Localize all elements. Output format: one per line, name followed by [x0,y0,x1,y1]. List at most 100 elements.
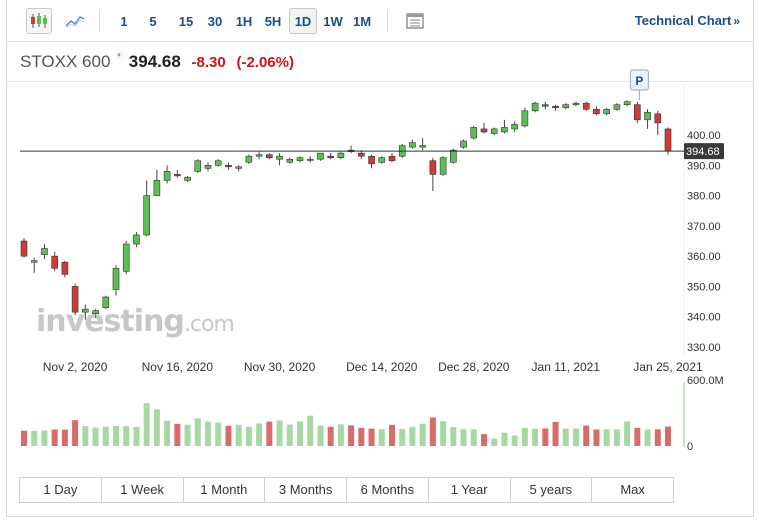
volume-bar [123,426,130,446]
candle-body [337,152,345,159]
interval-1h[interactable]: 1H [235,14,253,29]
volume-bar [153,409,160,446]
logo-brand: investing [36,304,185,339]
interval-5m[interactable]: 5 [149,14,157,29]
interval-15m[interactable]: 15 [178,14,194,29]
volume-bar [542,428,549,446]
volume-bar [256,423,263,446]
candle-body [71,286,79,313]
double-chevron-right-icon: » [733,14,740,28]
candle-body [255,154,263,157]
volume-bar [654,429,661,446]
logo-domain: .com [183,312,235,337]
y-tick-label: 390.00 [687,160,721,172]
volume-bar [481,434,487,446]
header-divider [6,81,754,82]
chart-axes: 330.00 340.00 350.00 360.00 370.00 380.00 390.… [43,130,724,453]
range-1-year[interactable]: 1 Year [429,478,511,502]
candle-body [501,127,508,133]
candle-body [664,128,672,152]
candle-body [521,110,529,127]
range-1-month[interactable]: 1 Month [184,478,266,502]
candle-body [490,128,498,134]
candle-body [358,152,365,157]
line-chart-icon[interactable] [62,8,88,34]
candle-body [286,158,294,163]
candle-body [327,155,334,159]
volume-bar [337,424,344,446]
x-tick-label: Nov 2, 2020 [43,360,108,374]
volume-bar [460,429,467,446]
p-marker-label: P [635,74,643,88]
volume-bar [511,435,518,446]
y-tick-label: 400.00 [687,130,721,142]
range-max[interactable]: Max [620,482,645,497]
volume-bar [644,429,651,446]
volume-bar [164,420,171,446]
candle-body [276,155,283,160]
volume-bar [593,429,600,446]
volume-bar [245,426,252,446]
range-5-years[interactable]: 5 years [511,478,593,502]
candle-body [163,171,171,181]
volume-bar [31,430,38,446]
range-6-months[interactable]: 6 Months [347,478,429,502]
candle-body [82,308,89,313]
interval-1m[interactable]: 1 [120,14,128,29]
volume-bar [143,403,150,446]
volume-tick-label: 0 [687,441,693,453]
chart-widget [6,0,754,517]
candle-body [245,155,253,163]
x-tick-label: Jan 25, 2021 [633,360,703,374]
range-1-week[interactable]: 1 Week [102,478,184,502]
last-price: 394.68 [128,52,181,71]
candle-body [388,155,396,162]
volume-bar [225,425,232,446]
candle-body [225,164,232,168]
volume-bar [21,430,27,446]
chart-settings-icon[interactable] [402,8,428,34]
interval-1w[interactable]: 1W [323,14,343,29]
volume-bar [634,427,641,446]
p-marker[interactable]: P [629,69,649,100]
candle-body [296,157,304,162]
range-3-months[interactable]: 3 Months [265,478,347,502]
x-tick-label: Dec 28, 2020 [438,360,510,374]
candle-body [41,248,48,255]
volume-tick-label: 600.0M [687,375,724,387]
candle-body [531,102,539,112]
volume-bar [194,418,201,446]
range-1-day[interactable]: 1 Day [20,478,102,502]
candle-body [174,174,181,177]
candle-body [143,195,150,236]
interval-30m[interactable]: 30 [207,14,223,29]
candle-body [204,164,212,169]
last-price-tag [684,143,724,160]
candle-body [184,177,191,181]
volume-bar [501,432,508,446]
candle-body [419,145,426,148]
volume-bar [113,425,119,446]
candlesticks [20,100,672,320]
candle-body [409,142,416,148]
candle-body [634,104,641,121]
candle-body [439,157,447,175]
x-tick-label: Nov 16, 2020 [142,360,214,374]
interval-1mo[interactable]: 1M [352,14,372,29]
candle-body [122,243,130,272]
interval-1d[interactable]: 1D [289,8,317,34]
candle-body [317,152,324,160]
volume-bar [348,425,355,446]
interval-5h[interactable]: 5H [264,14,282,29]
volume-bar [419,423,426,446]
volume-bar [573,428,579,446]
candle-body [266,154,273,159]
candle-body [214,160,222,166]
candle-body [153,180,161,196]
candlestick-chart-icon[interactable] [26,8,52,34]
volume-bar [174,423,181,446]
volume-bar [266,421,273,446]
technical-chart-link[interactable]: Technical Chart» [635,13,740,28]
volume-bar [276,420,283,446]
